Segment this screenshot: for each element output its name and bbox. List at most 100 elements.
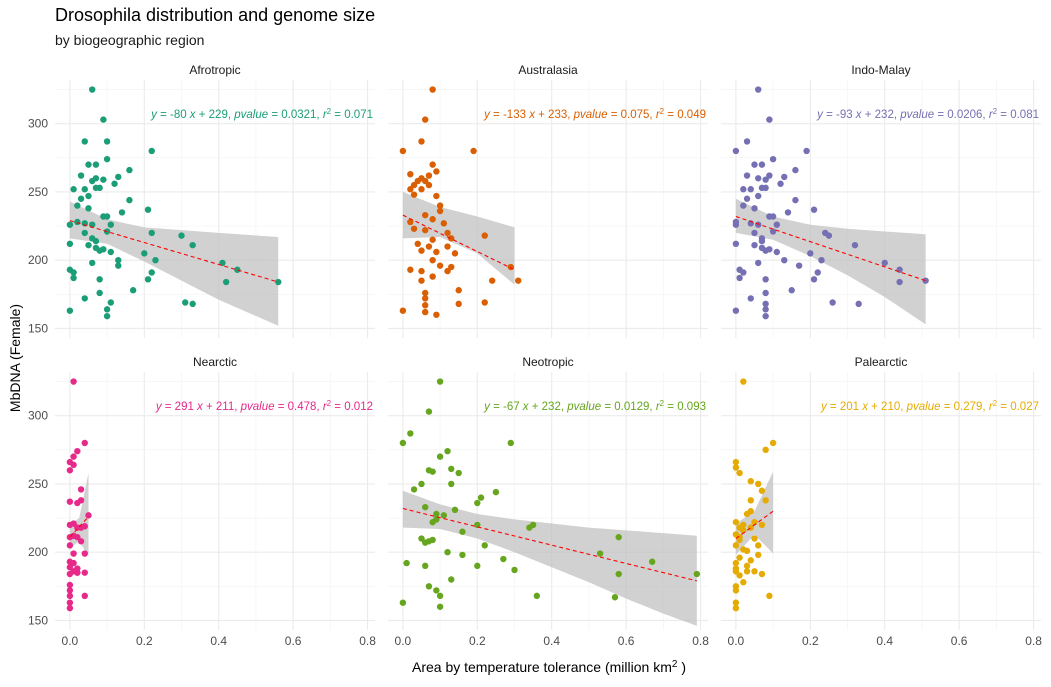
data-point: [422, 226, 429, 234]
data-point: [403, 559, 410, 567]
data-point: [474, 521, 481, 529]
data-point: [781, 173, 788, 181]
x-tick-label: 0.4: [543, 634, 560, 648]
data-point: [784, 209, 792, 216]
data-point: [855, 300, 862, 308]
data-point: [755, 551, 762, 559]
data-point: [732, 568, 740, 575]
data-point: [74, 533, 81, 541]
data-point: [418, 186, 425, 193]
x-tick-label: 0.8: [359, 634, 376, 648]
y-tick-label: 200: [28, 253, 48, 267]
fit-line: [69, 220, 279, 283]
data-point: [740, 186, 747, 193]
x-tick-label: 0.0: [728, 634, 745, 648]
equation-part: y: [155, 401, 163, 413]
data-point: [755, 192, 762, 200]
strip-label: Palearctic: [855, 355, 908, 369]
equation-part: x: [859, 401, 871, 413]
data-point: [74, 569, 81, 576]
equation-part: =: [823, 109, 836, 121]
equation-part: -133: [503, 109, 526, 121]
data-point: [511, 566, 518, 574]
equation-part: 201: [840, 401, 859, 413]
data-point: [881, 259, 888, 267]
x-tick-label: 0.0: [395, 634, 412, 648]
x-tick-label: 0.6: [285, 634, 302, 648]
data-point: [407, 266, 414, 273]
data-point: [66, 599, 74, 606]
data-point: [410, 181, 418, 189]
equation-part: ,: [316, 401, 322, 413]
data-point: [755, 480, 762, 488]
data-point: [751, 229, 758, 237]
data-point: [747, 497, 754, 504]
equation-part: x: [520, 401, 532, 413]
panel-neotropic: Neotropic y = -67 x + 232, pvalue = 0.012…: [388, 355, 708, 630]
panels-layer: Afrotropic y = -80 x + 229, pvalue = 0.03…: [55, 63, 1041, 630]
data-point: [66, 581, 74, 589]
equation-part: = 0.027: [997, 401, 1039, 413]
data-point: [448, 465, 455, 473]
data-point: [922, 277, 929, 284]
equation-part: pvalue: [566, 401, 601, 413]
data-point: [814, 269, 821, 276]
strip-label: Neotropic: [522, 355, 573, 369]
data-point: [81, 229, 88, 237]
strip-label: Indo-Malay: [851, 63, 910, 77]
data-point: [70, 559, 77, 567]
equation-part: ,: [900, 401, 906, 413]
equation-part: ,: [567, 109, 573, 121]
fit-line: [735, 215, 926, 282]
data-point: [740, 269, 747, 276]
y-tick-label: 200: [28, 545, 48, 559]
x-axis-title-sup: 2: [672, 659, 678, 670]
equation-part: x: [194, 401, 206, 413]
data-point: [762, 497, 769, 504]
data-point: [418, 247, 425, 254]
equation-part: = 0.0206: [934, 109, 982, 121]
data-point: [126, 196, 133, 204]
equation-part: pvalue: [573, 109, 608, 121]
data-point: [459, 551, 466, 559]
data-point: [500, 555, 507, 563]
x-axis-title-end: ): [677, 659, 686, 675]
data-point: [762, 176, 769, 183]
data-point: [436, 207, 444, 215]
data-point: [422, 211, 429, 219]
data-point: [422, 295, 429, 302]
data-point: [743, 172, 751, 179]
data-point: [77, 195, 85, 202]
panel-palearctic: Palearctic y = 201 x + 210, pvalue = 0.27…: [721, 355, 1041, 630]
data-point: [762, 312, 769, 320]
equation-part: y: [150, 109, 158, 121]
data-point: [418, 535, 425, 542]
data-point: [751, 241, 758, 249]
data-point: [732, 542, 740, 549]
data-point: [803, 147, 810, 155]
data-point: [755, 259, 762, 267]
data-point: [515, 277, 522, 284]
data-point: [481, 542, 488, 549]
data-point: [96, 184, 103, 192]
data-point: [758, 521, 766, 529]
equation-part: -80: [170, 109, 187, 121]
confidence-band: [735, 198, 926, 325]
data-point: [107, 248, 115, 256]
regression-equation: y = -80 x + 229, pvalue = 0.0321, r2 = 0…: [150, 107, 373, 122]
strip-label: Australasia: [518, 63, 578, 77]
data-point: [743, 568, 751, 575]
data-point: [615, 570, 622, 578]
x-tick-label: 0.4: [210, 634, 227, 648]
data-point: [444, 229, 451, 237]
data-point: [777, 180, 784, 187]
data-point: [429, 468, 436, 475]
data-point: [896, 266, 903, 273]
data-point: [470, 147, 477, 155]
data-point: [732, 458, 740, 466]
data-point: [732, 518, 740, 526]
data-point: [433, 587, 440, 594]
data-point: [762, 300, 769, 308]
data-point: [762, 276, 769, 283]
